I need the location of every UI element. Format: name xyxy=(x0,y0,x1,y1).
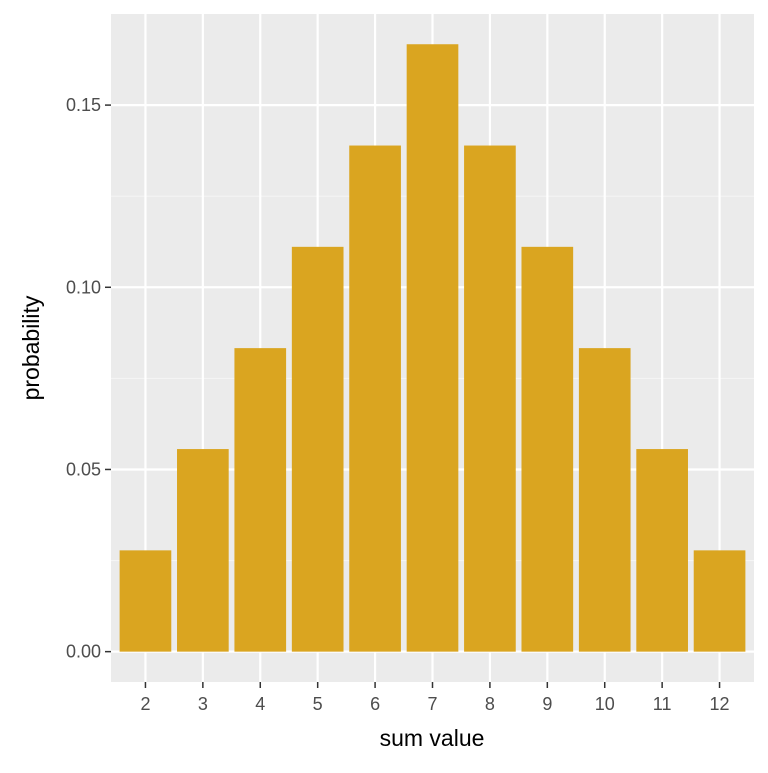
x-tick-label: 10 xyxy=(595,694,615,714)
x-tick-label: 2 xyxy=(140,694,150,714)
axes: 0.00 0.05 0.10 0.15 2 3 4 5 6 7 8 9 10 11 12 xyxy=(66,95,730,714)
bar xyxy=(349,145,401,652)
x-tick-label: 3 xyxy=(198,694,208,714)
x-tick-label: 7 xyxy=(427,694,437,714)
y-tick-label: 0.00 xyxy=(66,642,101,662)
x-tick-label: 6 xyxy=(370,694,380,714)
x-tick-label: 8 xyxy=(485,694,495,714)
y-tick-label: 0.10 xyxy=(66,277,101,297)
x-tick-label: 11 xyxy=(653,694,672,714)
bar xyxy=(234,348,287,652)
bar xyxy=(636,449,688,652)
x-axis-title: sum value xyxy=(380,725,485,751)
bar xyxy=(693,550,746,652)
y-tick-label: 0.15 xyxy=(66,95,101,115)
x-tick-label: 4 xyxy=(255,694,265,714)
bars xyxy=(119,44,746,652)
bar xyxy=(464,145,516,652)
bar xyxy=(119,550,172,652)
x-tick-label: 12 xyxy=(710,694,730,714)
y-tick-label: 0.05 xyxy=(66,459,101,479)
bar xyxy=(406,44,459,652)
x-tick-label: 5 xyxy=(313,694,323,714)
bar xyxy=(578,348,631,652)
bar xyxy=(291,246,344,652)
bar xyxy=(521,246,574,652)
bar xyxy=(177,449,229,652)
x-tick-label: 9 xyxy=(542,694,552,714)
y-axis-title: probability xyxy=(18,295,44,400)
